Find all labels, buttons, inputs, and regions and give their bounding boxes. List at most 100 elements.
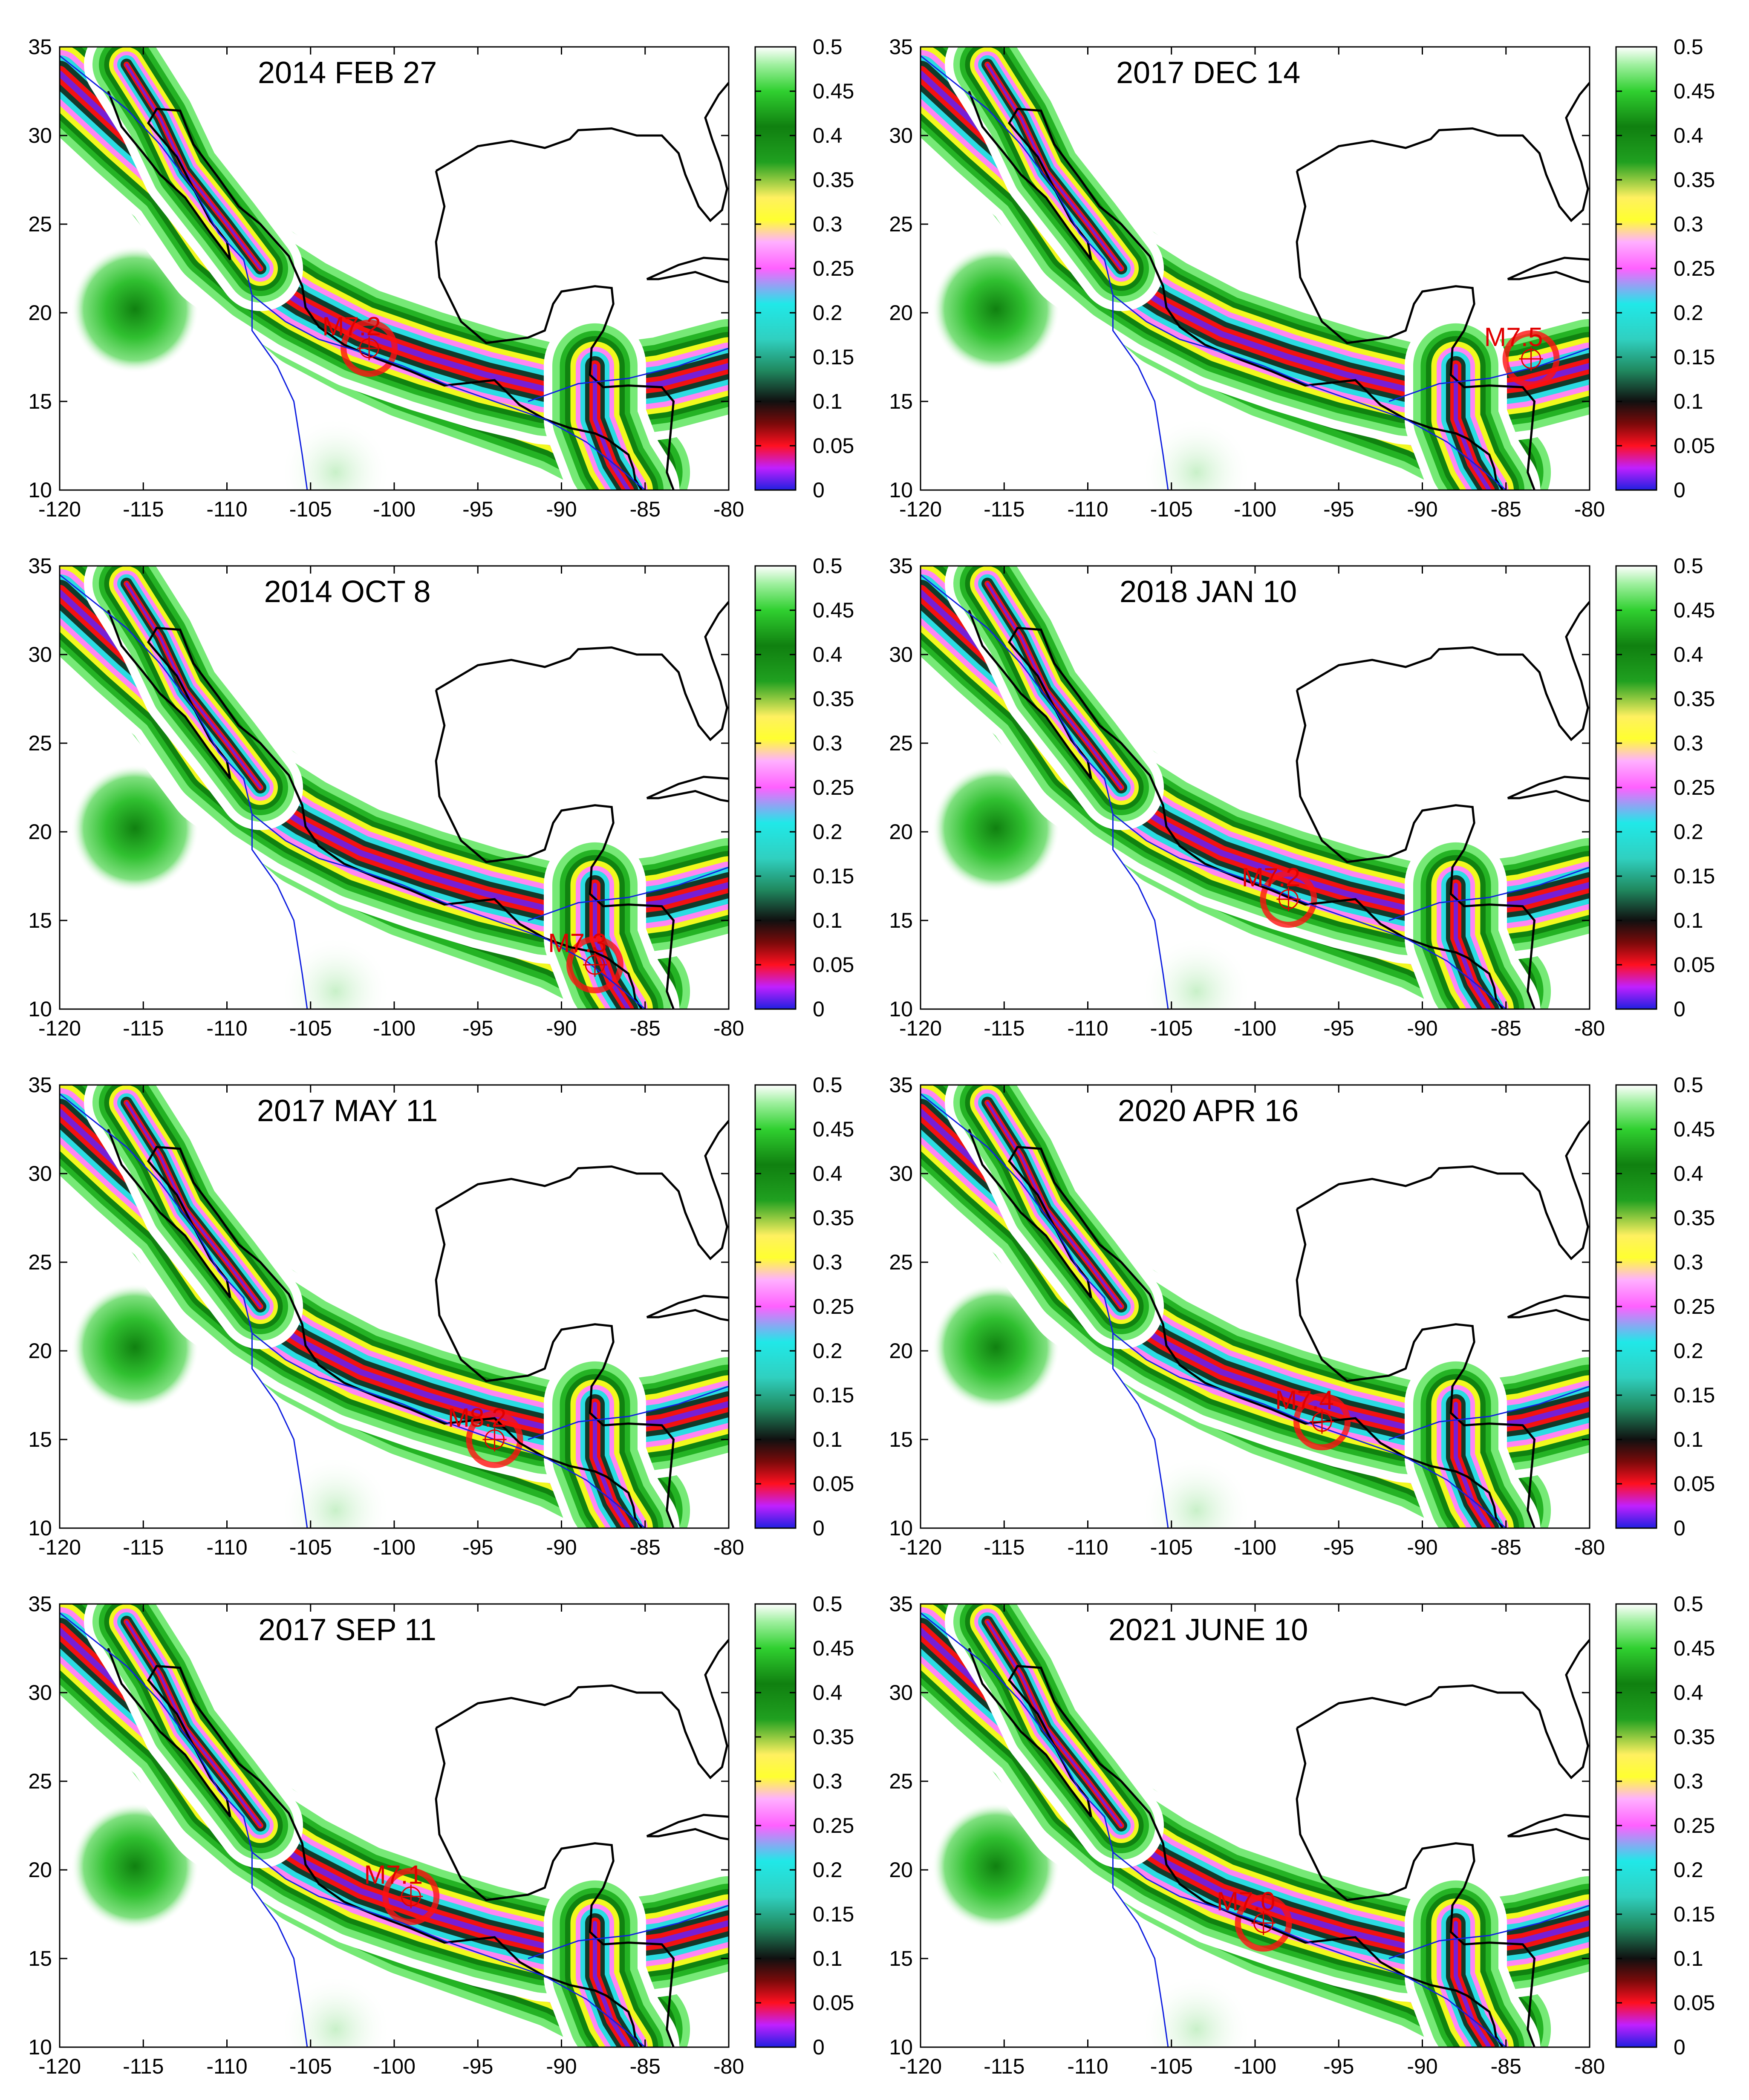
x-tick-label: -90 bbox=[1407, 1535, 1437, 1559]
colorbar-tick-label: 0.05 bbox=[1674, 1472, 1715, 1496]
plate-boundary-line bbox=[60, 1093, 646, 1528]
event-hotspot bbox=[1260, 871, 1317, 928]
cuba-coastline bbox=[646, 257, 729, 283]
event-label: M7.0 bbox=[1217, 1887, 1276, 1916]
y-tick-label: 30 bbox=[28, 124, 52, 147]
map-panel: M7.2 2014 FEB 27 -120 -115 -110 -105 -100 -95 -9… bbox=[28, 35, 854, 521]
y-tick-label: 30 bbox=[889, 643, 913, 666]
pacific-coastline bbox=[107, 610, 643, 1009]
plate-boundary-line bbox=[921, 1612, 1507, 2047]
plate-boundary-line bbox=[1388, 866, 1590, 921]
y-tick-label: 25 bbox=[889, 1250, 913, 1274]
plate-boundary-line bbox=[60, 574, 646, 1009]
y-tick-label: 20 bbox=[889, 820, 913, 844]
colorbar-tick-label: 0.5 bbox=[1674, 35, 1703, 59]
x-tick-label: -80 bbox=[1574, 1016, 1605, 1040]
colorbar-tick-label: 0 bbox=[1674, 478, 1686, 502]
y-tick-label: 25 bbox=[889, 212, 913, 236]
x-tick-label: -100 bbox=[373, 497, 416, 521]
y-tick-label: 35 bbox=[889, 1592, 913, 1616]
colorbar-tick-label: 0.35 bbox=[813, 687, 854, 711]
faint-blob bbox=[280, 1455, 391, 1528]
x-tick-label: -80 bbox=[713, 2054, 744, 2078]
gulf-coastline bbox=[1296, 689, 1536, 1009]
x-tick-label: -115 bbox=[984, 1016, 1025, 1040]
coastlines bbox=[968, 81, 1590, 490]
colorbar-tick-label: 0.05 bbox=[813, 1991, 854, 2015]
colorbar-tick-label: 0.2 bbox=[813, 301, 843, 325]
colorbar-tick-label: 0.45 bbox=[1674, 598, 1715, 622]
cuba-coastline bbox=[646, 1295, 729, 1321]
plate-boundary-line bbox=[1388, 1904, 1590, 1959]
colorbar-tick-label: 0.3 bbox=[1674, 731, 1703, 755]
colorbar-tick-label: 0.5 bbox=[813, 1073, 843, 1097]
colorbar-tick-label: 0.25 bbox=[1674, 1295, 1715, 1318]
map-plot-area: M7.4 bbox=[921, 1085, 1590, 1528]
colorbar-tick-label: 0.1 bbox=[813, 389, 843, 413]
event-marker bbox=[1251, 1911, 1276, 1935]
x-tick-label: -85 bbox=[1491, 1535, 1521, 1559]
colorbar-tick-label: 0.25 bbox=[813, 257, 854, 280]
event-marker bbox=[1519, 347, 1543, 371]
map-plot-area: M8.2 bbox=[60, 1085, 729, 1528]
colorbar-tick-label: 0.15 bbox=[1674, 1383, 1715, 1407]
colorbar-tick-label: 0.15 bbox=[1674, 1902, 1715, 1926]
colorbar-tick-label: 0.35 bbox=[813, 1725, 854, 1749]
coastlines bbox=[968, 1119, 1590, 1528]
colorbar-tick-label: 0.3 bbox=[813, 1250, 843, 1274]
colorbar-tick-label: 0.35 bbox=[1674, 1206, 1715, 1230]
x-tick-label: -90 bbox=[546, 497, 577, 521]
plate-boundary-line bbox=[1112, 295, 1169, 490]
y-tick-label: 10 bbox=[889, 478, 913, 502]
colorbar-gradient bbox=[754, 1603, 797, 2048]
colorbar-tick-label: 0.5 bbox=[1674, 554, 1703, 578]
x-tick-label: -100 bbox=[1234, 1535, 1276, 1559]
plate-boundary-line bbox=[528, 866, 729, 921]
event-marker bbox=[482, 1428, 507, 1451]
plate-boundaries bbox=[60, 1612, 729, 2047]
x-tick-label: -120 bbox=[899, 2054, 942, 2078]
pacific-coastline bbox=[107, 1129, 643, 1528]
y-tick-label: 15 bbox=[28, 1947, 52, 1970]
plate-boundary-line bbox=[1112, 1333, 1169, 1528]
plate-boundary-line bbox=[528, 1385, 729, 1440]
x-tick-label: -120 bbox=[38, 497, 81, 521]
y-tick-label: 10 bbox=[889, 2035, 913, 2059]
x-tick-label: -120 bbox=[38, 1535, 81, 1559]
panel-title: 2021 JUNE 10 bbox=[1108, 1613, 1308, 1647]
pacific-coastline bbox=[107, 91, 643, 490]
y-tick-label: 15 bbox=[889, 1428, 913, 1451]
y-tick-label: 15 bbox=[889, 909, 913, 932]
pacific-coastline bbox=[968, 1648, 1504, 2047]
x-tick-label: -115 bbox=[123, 2054, 164, 2078]
plate-boundary-line bbox=[528, 1904, 729, 1959]
x-tick-label: -110 bbox=[206, 1535, 247, 1559]
colorbar-tick-label: 0.45 bbox=[813, 1117, 854, 1141]
colorbar: 0 0.05 0.1 0.15 0.2 0.25 0.3 0.35 0.4 0.45 0.5 bbox=[1615, 554, 1715, 1021]
event-label: M7.4 bbox=[1275, 1385, 1334, 1415]
colorbar-tick-label: 0 bbox=[813, 478, 825, 502]
colorbar-tick-label: 0.3 bbox=[1674, 1769, 1703, 1793]
coastlines bbox=[107, 600, 729, 1009]
y-tick-label: 10 bbox=[28, 1516, 52, 1540]
colorbar-tick-label: 0.1 bbox=[1674, 1947, 1703, 1970]
colorbar-tick-label: 0.4 bbox=[1674, 124, 1703, 147]
faint-blob bbox=[1141, 417, 1252, 490]
x-tick-label: -90 bbox=[1407, 497, 1437, 521]
event-hotspot bbox=[382, 1868, 440, 1925]
colorbar-tick-label: 0.4 bbox=[813, 1681, 843, 1705]
gulf-coastline bbox=[435, 170, 675, 490]
colorbar-tick-label: 0.2 bbox=[813, 820, 843, 844]
x-tick-label: -95 bbox=[1323, 1016, 1354, 1040]
event-hotspot bbox=[341, 320, 398, 377]
y-tick-label: 20 bbox=[889, 301, 913, 325]
pacific-coastline bbox=[968, 610, 1504, 1009]
colorbar-tick-label: 0.45 bbox=[1674, 79, 1715, 103]
event-marker bbox=[1310, 1410, 1334, 1434]
us-gulf-coastline bbox=[1296, 81, 1590, 222]
plate-boundary-line bbox=[251, 814, 308, 1009]
colorbar-tick-label: 0.2 bbox=[813, 1858, 843, 1882]
y-tick-label: 35 bbox=[28, 1592, 52, 1616]
colorbar-tick-label: 0.3 bbox=[1674, 1250, 1703, 1274]
x-tick-label: -105 bbox=[289, 497, 332, 521]
